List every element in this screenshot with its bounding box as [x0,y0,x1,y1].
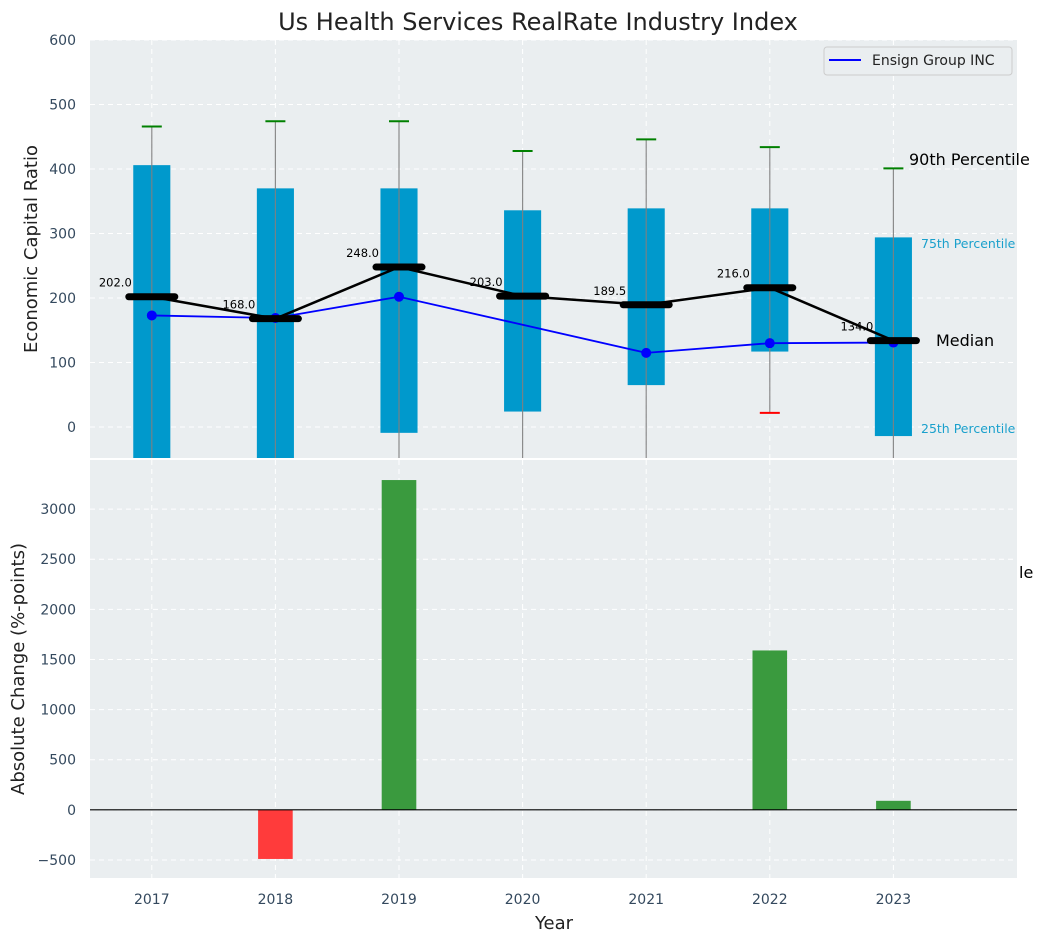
change-bars [258,480,911,859]
median-value-label: 248.0 [346,246,379,260]
ensign-point [641,347,652,358]
change-bar [381,480,417,810]
ensign-point [764,338,775,349]
change-bar [876,800,911,810]
y-tick-label: 3000 [40,502,76,518]
median-markers [125,263,920,345]
legend-box [823,46,1013,76]
median-value-label: 168.0 [222,298,255,312]
y-tick-label: 1500 [40,652,76,668]
median-value-label: 189.5 [593,284,626,298]
clipped-annotation: le [1019,563,1033,582]
ensign-point [394,291,404,302]
y-tick-label: 2500 [40,552,76,568]
p75-label: 75th Percentile [921,236,1016,251]
x-tick-label: 2019 [381,892,417,908]
y-tick-label: 300 [49,227,76,243]
x-tick-label: 2020 [505,892,541,908]
y-tick-label: −500 [38,853,76,869]
median-value-label: 216.0 [717,267,750,281]
median-labels: 202.0 168.0 248.0 203.0 189.5 216.0 134.0 [99,246,874,334]
top-y-ticks: 0 100 200 300 400 500 600 [49,33,76,436]
ensign-point [146,310,157,321]
y-tick-label: 0 [67,420,76,436]
percentile-labels: 90th Percentile 75th Percentile Median 2… [909,150,1030,436]
bottom-y-axis-label: Absolute Change (%-points) [8,543,29,795]
x-axis-label: Year [534,913,574,934]
top-plot-content: 202.0 168.0 248.0 203.0 189.5 216.0 134.0 [99,120,920,458]
x-tick-label: 2023 [876,892,912,908]
y-tick-label: 500 [49,98,76,114]
x-tick-label: 2017 [134,892,170,908]
x-ticks: 2017 2018 2019 2020 2021 2022 2023 [134,892,911,908]
median-label: Median [936,331,994,350]
median-value-label: 202.0 [99,276,132,290]
median-value-label: 134.0 [840,320,873,334]
top-panel: 0 100 200 300 400 500 600 202.0 168.0 248.0 203.0… [21,33,1030,458]
y-tick-label: 2000 [40,602,76,618]
legend[interactable]: Ensign Group INC [823,46,1013,76]
whisker-caps [141,120,904,414]
change-bar [752,650,788,810]
y-tick-label: 600 [49,33,76,49]
y-tick-label: 100 [49,356,76,372]
chart-title: Us Health Services RealRate Industry Ind… [278,8,798,36]
x-tick-label: 2022 [752,892,788,908]
bottom-y-ticks: −500 0 500 1000 1500 2000 2500 3000 [38,502,76,869]
whisker-stems [151,121,895,458]
y-tick-label: 400 [49,162,76,178]
x-tick-label: 2021 [628,892,664,908]
top-y-axis-label: Economic Capital Ratio [21,145,42,353]
p90-label: 90th Percentile [909,150,1030,169]
y-tick-label: 1000 [40,703,76,719]
p25-label: 25th Percentile [921,421,1016,436]
x-tick-label: 2018 [258,892,294,908]
legend-label: Ensign Group INC [872,53,995,69]
top-panel-background [90,40,1017,458]
bottom-panel-background [90,460,1017,878]
y-tick-label: 500 [49,753,76,769]
y-tick-label: 0 [67,803,76,819]
median-value-label: 203.0 [470,275,503,289]
y-tick-label: 200 [49,291,76,307]
change-bar [258,809,293,859]
